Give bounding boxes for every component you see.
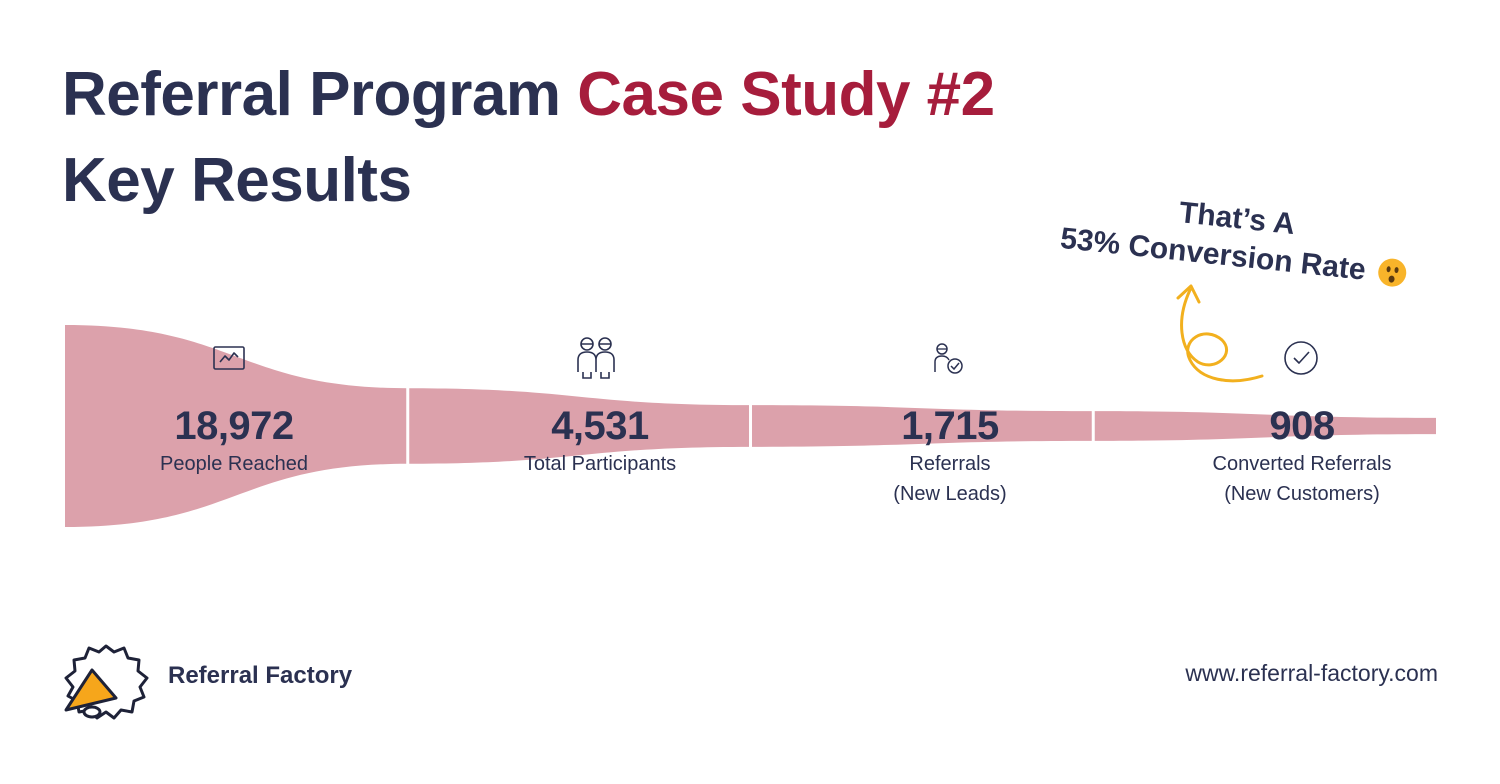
- chart-window-icon: [213, 346, 245, 370]
- two-people-icon: [577, 337, 615, 379]
- funnel-stage-3: 1,715 Referrals (New Leads): [800, 403, 1100, 509]
- funnel-stage-1: 18,972 People Reached: [84, 403, 384, 479]
- person-check-icon: [934, 343, 963, 374]
- funnel-segment-1: [65, 325, 408, 527]
- funnel-stage-4: 908 Converted Referrals (New Customers): [1152, 403, 1452, 509]
- arrow-head: [1176, 284, 1201, 304]
- referral-factory-logo: [62, 640, 152, 727]
- stage-label: Total Participants: [523, 453, 677, 475]
- funnel-segment-2: [407, 388, 751, 464]
- website-link[interactable]: www.referral-factory.com: [1185, 660, 1438, 686]
- funnel-segment-3: [750, 405, 1094, 447]
- brand-name: Referral Factory: [168, 662, 353, 689]
- stage-value: 908: [1269, 404, 1335, 448]
- stage-value: 18,972: [174, 404, 294, 448]
- stage-value: 1,715: [901, 404, 999, 448]
- stage-label: Referrals (New Leads): [893, 453, 1007, 505]
- title-accent: Case Study #2: [577, 60, 995, 129]
- title-line-2: Key Results: [62, 146, 412, 215]
- title-line-1: Referral Program Case Study #2: [62, 52, 995, 138]
- stage-label: People Reached: [160, 453, 308, 475]
- stage-value: 4,531: [551, 404, 649, 448]
- funnel-stage-2: 4,531 Total Participants: [450, 403, 750, 479]
- title-main: Referral Program: [62, 60, 578, 129]
- curly-arrow-icon: [1180, 288, 1264, 383]
- stage-label: Converted Referrals (New Customers): [1212, 453, 1392, 505]
- page-title: Referral Program Case Study #2 Key Resul…: [62, 52, 995, 224]
- check-circle-icon: [1284, 341, 1318, 375]
- funnel-segment-4: [1093, 411, 1436, 441]
